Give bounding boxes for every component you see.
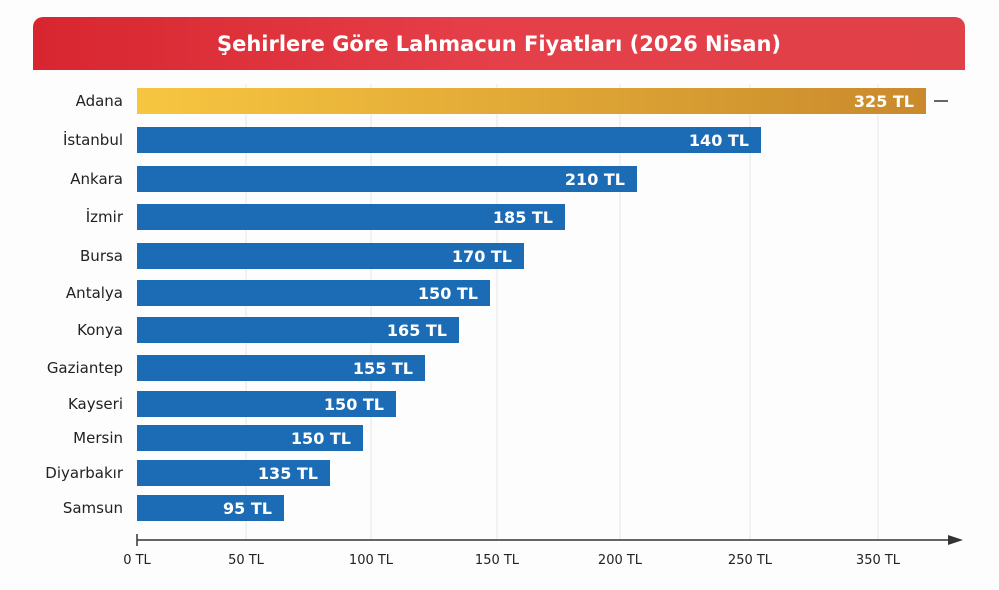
category-label: Ankara xyxy=(70,170,123,188)
bar-kayseri xyxy=(137,391,396,417)
value-label: 185 TL xyxy=(493,208,553,227)
category-label: Bursa xyxy=(80,247,123,265)
bar-gaziantep xyxy=(137,355,425,381)
bar-diyarbakır xyxy=(137,460,330,486)
value-label: 155 TL xyxy=(353,359,413,378)
category-label: İzmir xyxy=(86,207,124,226)
x-tick-label: 100 TL xyxy=(349,553,394,568)
category-label: Samsun xyxy=(63,499,123,517)
x-tick-label: 200 TL xyxy=(598,553,643,568)
category-label: Adana xyxy=(76,92,123,110)
value-label: 170 TL xyxy=(452,247,512,266)
value-label: 165 TL xyxy=(387,321,447,340)
value-label: 140 TL xyxy=(689,131,749,150)
x-tick-label: 150 TL xyxy=(475,553,520,568)
value-label: 210 TL xyxy=(565,170,625,189)
value-label: 325 TL xyxy=(854,92,914,111)
category-label: Gaziantep xyxy=(47,359,123,377)
x-tick-label: 250 TL xyxy=(728,553,773,568)
value-label: 150 TL xyxy=(291,429,351,448)
category-label: Diyarbakır xyxy=(45,464,124,482)
bar-samsun xyxy=(137,495,284,521)
category-label: Kayseri xyxy=(68,395,123,413)
x-tick-label: 0 TL xyxy=(123,553,151,568)
bar-i̇stanbul xyxy=(137,127,761,153)
bar-mersin xyxy=(137,425,363,451)
bar-konya xyxy=(137,317,459,343)
category-label: Mersin xyxy=(73,429,123,447)
chart-title: Şehirlere Göre Lahmacun Fiyatları (2026 … xyxy=(216,31,782,56)
bar-antalya xyxy=(137,280,490,306)
x-tick-label: 350 TL xyxy=(856,553,901,568)
x-tick-label: 50 TL xyxy=(228,553,265,568)
category-label: Antalya xyxy=(66,284,123,302)
x-axis-arrow xyxy=(948,535,963,545)
bar-ankara xyxy=(137,166,637,192)
category-label: Konya xyxy=(77,321,123,339)
bar-bursa xyxy=(137,243,524,269)
category-label: İstanbul xyxy=(63,130,123,149)
chart-title-banner: Şehirlere Göre Lahmacun Fiyatları (2026 … xyxy=(33,17,965,70)
value-label: 150 TL xyxy=(418,284,478,303)
bar-i̇zmir xyxy=(137,204,565,230)
value-label: 95 TL xyxy=(223,499,272,518)
value-label: 150 TL xyxy=(324,395,384,414)
value-label: 135 TL xyxy=(258,464,318,483)
bar-adana xyxy=(137,88,926,114)
